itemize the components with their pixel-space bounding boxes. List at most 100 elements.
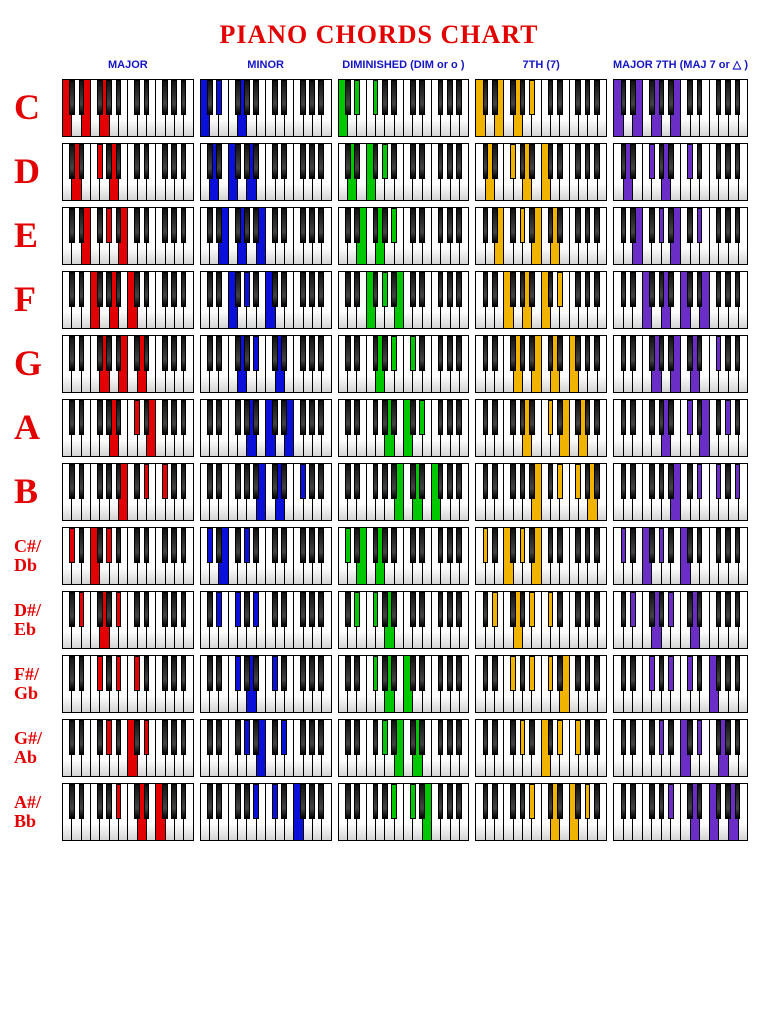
white-key	[219, 720, 228, 776]
white-key	[110, 400, 119, 456]
white-key	[100, 336, 109, 392]
white-key	[100, 208, 109, 264]
white-key	[404, 592, 413, 648]
keyboard-diagram	[62, 335, 194, 393]
keyboard-diagram	[338, 719, 470, 777]
white-key	[63, 720, 72, 776]
white-key	[184, 80, 192, 136]
white-key	[357, 400, 366, 456]
white-key	[671, 400, 681, 456]
white-key	[367, 400, 376, 456]
white-key	[624, 336, 634, 392]
white-key	[614, 464, 624, 520]
white-key	[624, 272, 634, 328]
white-key	[542, 592, 551, 648]
white-key	[119, 144, 128, 200]
white-key	[322, 720, 330, 776]
white-key	[238, 208, 247, 264]
white-key	[294, 400, 303, 456]
white-key	[91, 80, 100, 136]
white-key	[598, 400, 606, 456]
white-key	[229, 272, 238, 328]
white-key	[579, 592, 588, 648]
white-key	[276, 592, 285, 648]
white-key	[128, 784, 137, 840]
white-key	[495, 784, 504, 840]
white-key	[238, 784, 247, 840]
white-key	[681, 720, 691, 776]
white-key	[110, 592, 119, 648]
keyboard-diagram	[200, 79, 332, 137]
white-key	[451, 272, 460, 328]
white-key	[376, 144, 385, 200]
white-key	[219, 144, 228, 200]
white-key	[91, 528, 100, 584]
white-key	[201, 272, 210, 328]
keyboard-diagram	[613, 399, 748, 457]
white-key	[432, 720, 441, 776]
white-key	[247, 464, 256, 520]
white-key	[486, 656, 495, 712]
white-key	[210, 80, 219, 136]
white-key	[710, 592, 720, 648]
white-key	[313, 464, 322, 520]
keyboard-diagram	[338, 207, 470, 265]
white-key	[119, 528, 128, 584]
row-label: D	[10, 153, 56, 191]
white-key	[624, 592, 634, 648]
white-key	[166, 720, 175, 776]
white-key	[385, 784, 394, 840]
white-key	[413, 272, 422, 328]
white-key	[560, 208, 569, 264]
white-key	[614, 400, 624, 456]
white-key	[100, 656, 109, 712]
white-key	[495, 720, 504, 776]
white-key	[514, 144, 523, 200]
white-key	[339, 720, 348, 776]
white-key	[304, 784, 313, 840]
white-key	[624, 208, 634, 264]
white-key	[339, 208, 348, 264]
white-key	[441, 400, 450, 456]
white-key	[624, 784, 634, 840]
white-key	[719, 400, 729, 456]
white-key	[238, 464, 247, 520]
keyboard-diagram	[338, 335, 470, 393]
white-key	[532, 656, 541, 712]
white-key	[739, 720, 748, 776]
white-key	[486, 464, 495, 520]
white-key	[504, 336, 513, 392]
white-key	[201, 80, 210, 136]
white-key	[579, 80, 588, 136]
white-key	[175, 336, 184, 392]
white-key	[257, 144, 266, 200]
white-key	[614, 592, 624, 648]
white-key	[110, 528, 119, 584]
keyboard-diagram	[62, 399, 194, 457]
white-key	[376, 720, 385, 776]
white-key	[63, 784, 72, 840]
white-key	[82, 208, 91, 264]
white-key	[72, 144, 81, 200]
white-key	[719, 592, 729, 648]
white-key	[404, 400, 413, 456]
white-key	[147, 720, 156, 776]
white-key	[681, 592, 691, 648]
white-key	[376, 336, 385, 392]
white-key	[532, 784, 541, 840]
white-key	[691, 80, 701, 136]
white-key	[285, 80, 294, 136]
white-key	[423, 464, 432, 520]
white-key	[691, 272, 701, 328]
white-key	[476, 464, 485, 520]
white-key	[376, 784, 385, 840]
white-key	[739, 464, 748, 520]
white-key	[432, 528, 441, 584]
white-key	[175, 528, 184, 584]
white-key	[719, 656, 729, 712]
row-label: F#/ Gb	[10, 665, 56, 703]
white-key	[110, 144, 119, 200]
white-key	[404, 336, 413, 392]
white-key	[229, 528, 238, 584]
white-key	[119, 400, 128, 456]
